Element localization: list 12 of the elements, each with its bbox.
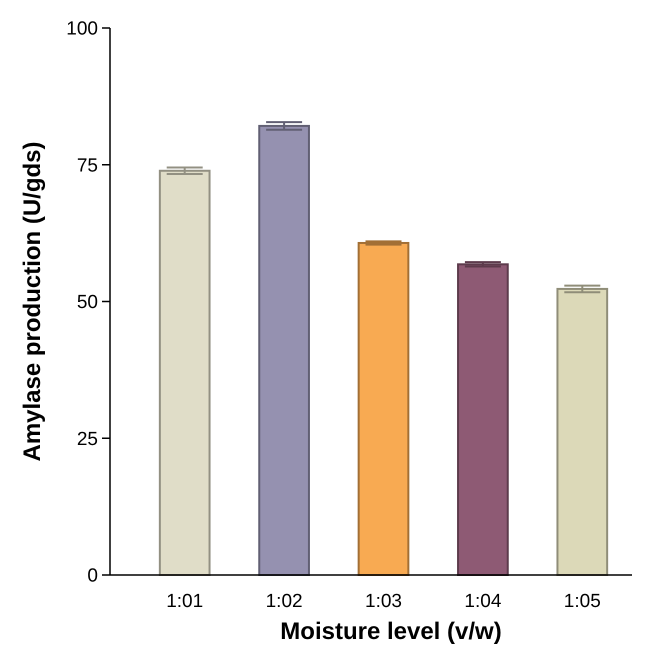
x-tick-label: 1:01 <box>166 591 204 612</box>
y-tick-label: 100 <box>66 18 98 40</box>
x-tick-label: 1:05 <box>564 591 601 612</box>
x-tick-label: 1:03 <box>365 591 402 612</box>
x-axis-title: Moisture level (v/w) <box>280 618 502 645</box>
y-tick-label: 75 <box>76 155 98 176</box>
x-tick-label: 1:04 <box>464 591 502 612</box>
x-tick-label: 1:02 <box>266 591 303 612</box>
y-axis-title: Amylase production (U/gds) <box>19 141 46 462</box>
y-tick-label: 25 <box>76 428 98 450</box>
y-tick-label: 50 <box>76 292 98 314</box>
y-tick-label: 0 <box>87 566 98 587</box>
